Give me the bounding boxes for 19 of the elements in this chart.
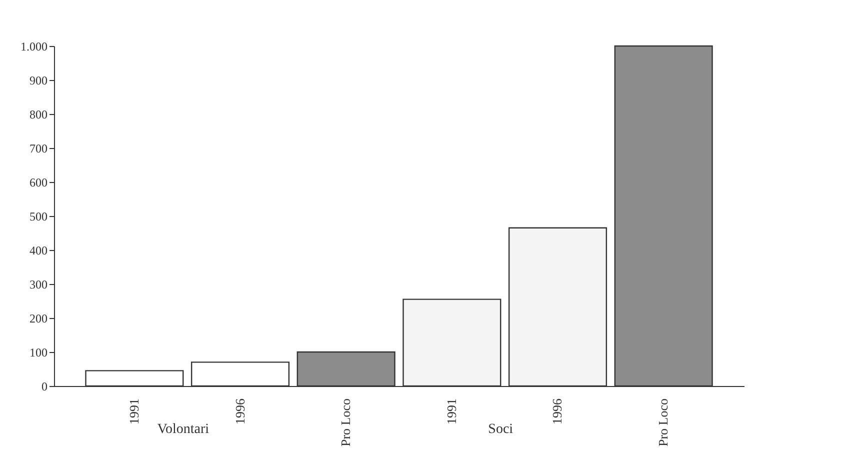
y-tick-label: 300 (30, 278, 48, 292)
x-tick-label: 1991 (126, 398, 142, 424)
x-tick-label: 1996 (232, 398, 248, 424)
y-tick-label: 800 (30, 108, 48, 122)
y-tick-label: 0 (42, 380, 48, 394)
y-tick-label: 100 (30, 346, 48, 360)
x-tick-label: 1996 (550, 398, 565, 424)
y-tick-label: 700 (30, 142, 48, 156)
x-tick-label: Pro Loco (656, 398, 671, 447)
x-tick-label: Pro Loco (338, 398, 354, 447)
x-tick-label: 1991 (444, 398, 459, 424)
text: Volontari (157, 422, 210, 437)
text: Soci (488, 422, 514, 437)
y-tick-label: 400 (30, 244, 48, 258)
y-tick-label: 1.000 (20, 40, 48, 54)
y-tick-label: 500 (30, 210, 48, 224)
y-tick-label: 900 (30, 74, 48, 88)
y-tick-label: 200 (30, 312, 48, 326)
y-tick-label: 600 (30, 176, 48, 190)
